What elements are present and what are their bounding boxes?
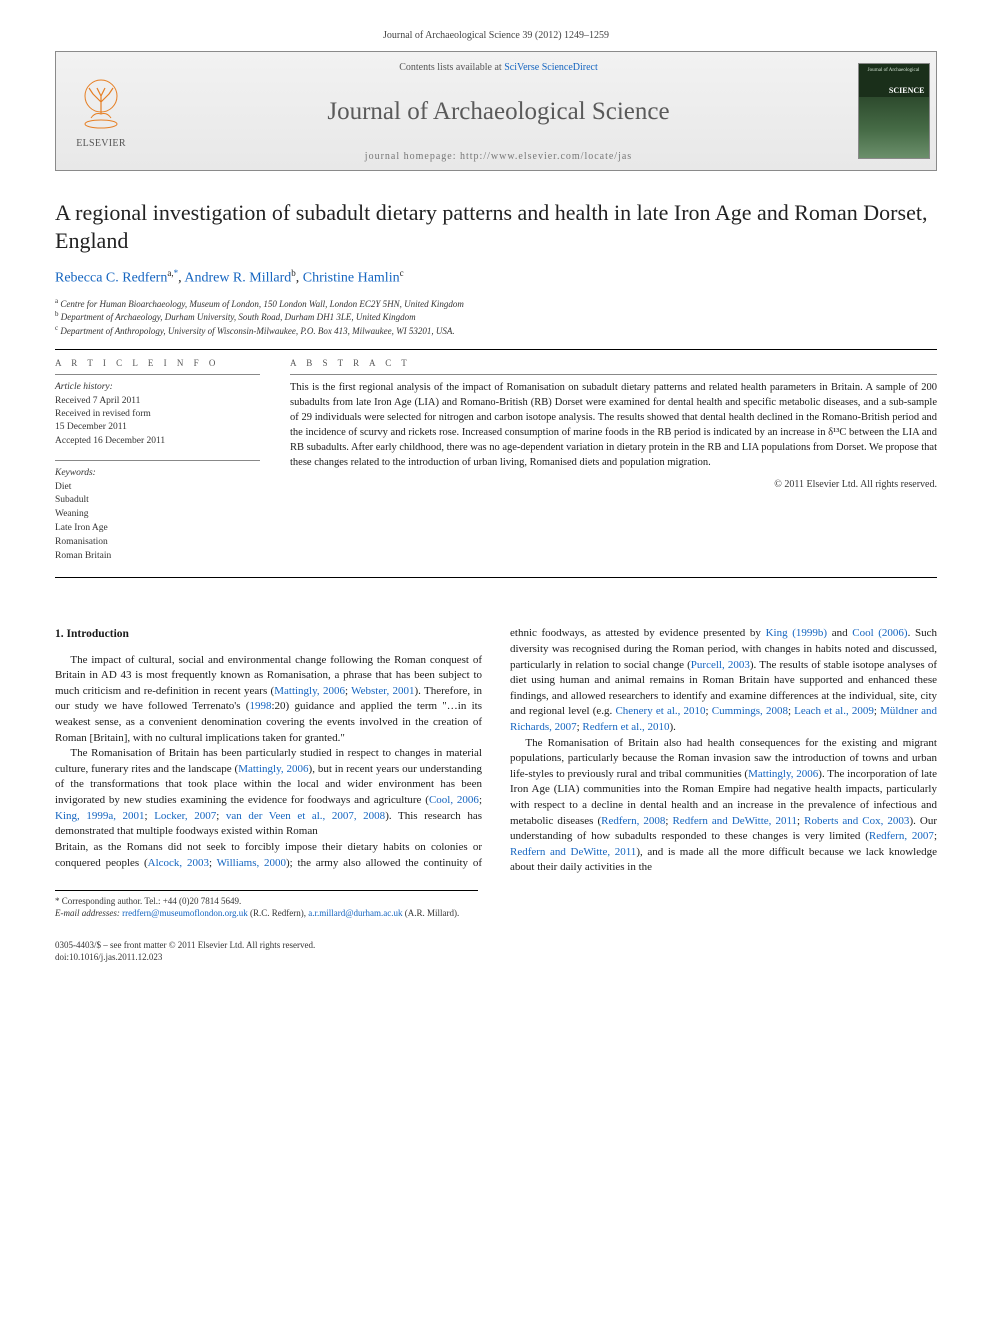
publisher-name: ELSEVIER [76, 138, 126, 149]
journal-masthead: ELSEVIER Contents lists available at Sci… [55, 51, 937, 171]
mid-rule [55, 577, 937, 578]
citation-link[interactable]: King, 1999a, 2001 [55, 810, 145, 822]
citation-link[interactable]: Leach et al., 2009 [794, 705, 874, 717]
citation-link[interactable]: Redfern, 2008 [601, 815, 665, 827]
email-who-2: (A.R. Millard). [403, 908, 460, 918]
citation-link[interactable]: Mattingly, 2006 [274, 685, 345, 697]
para2-text: ; [145, 810, 155, 822]
author-3-affil-sup: c [400, 268, 404, 278]
keywords-block: Keywords: Diet Subadult Weaning Late Iro… [55, 461, 260, 563]
journal-homepage[interactable]: journal homepage: http://www.elsevier.co… [154, 151, 843, 162]
keyword-item: Weaning [55, 508, 260, 522]
para3-text: and [827, 627, 852, 639]
affil-b: Department of Archaeology, Durham Univer… [61, 312, 416, 322]
abstract-copyright: © 2011 Elsevier Ltd. All rights reserved… [290, 479, 937, 490]
citation-link[interactable]: Redfern et al., 2010 [582, 721, 669, 733]
affil-sup-c: c [55, 324, 58, 332]
sciencedirect-link[interactable]: SciVerse ScienceDirect [504, 62, 598, 73]
citation-link[interactable]: King (1999b) [766, 627, 827, 639]
cover-word: SCIENCE [863, 86, 925, 95]
affil-sup-b: b [55, 310, 59, 318]
citation-link[interactable]: Mattingly, 2006 [748, 768, 818, 780]
author-list: Rebecca C. Redferna,*, Andrew R. Millard… [55, 268, 937, 287]
keyword-item: Romanisation [55, 536, 260, 550]
citation-link[interactable]: Purcell, 2003 [691, 659, 750, 671]
keyword-item: Roman Britain [55, 550, 260, 564]
citation-link[interactable]: Redfern and DeWitte, 2011 [510, 846, 636, 858]
citation-link[interactable]: Redfern, 2007 [869, 830, 934, 842]
history-accepted: Accepted 16 December 2011 [55, 435, 260, 448]
affiliations: a Centre for Human Bioarchaeology, Museu… [55, 297, 937, 338]
para-1: The impact of cultural, social and envir… [55, 653, 482, 747]
keyword-item: Diet [55, 481, 260, 495]
author-sep: , [296, 271, 303, 286]
running-head: Journal of Archaeological Science 39 (20… [55, 30, 937, 41]
para-2: The Romanisation of Britain has been par… [55, 746, 482, 840]
citation-link[interactable]: Williams, 2000 [217, 857, 286, 869]
corresponding-footnote: * Corresponding author. Tel.: +44 (0)20 … [55, 890, 478, 919]
email-who-1: (R.C. Redfern), [248, 908, 309, 918]
abstract-text: This is the first regional analysis of t… [290, 375, 937, 470]
affil-sup-a: a [55, 297, 58, 305]
para3-text: ). [669, 721, 675, 733]
cover-top-text: Journal of Archaeological [863, 68, 925, 74]
article-history: Article history: Received 7 April 2011 R… [55, 375, 260, 447]
keyword-item: Late Iron Age [55, 522, 260, 536]
citation-link[interactable]: Cummings, 2008 [712, 705, 788, 717]
para-4: The Romanisation of Britain also had hea… [510, 736, 937, 876]
issn-copyright: 0305-4403/$ – see front matter © 2011 El… [55, 939, 937, 951]
citation-link[interactable]: Webster, 2001 [351, 685, 414, 697]
citation-link[interactable]: Redfern and DeWitte, 2011 [672, 815, 797, 827]
citation-link[interactable]: van der Veen et al., 2007, 2008 [226, 810, 385, 822]
article-title: A regional investigation of subadult die… [55, 199, 937, 254]
keywords-head: Keywords: [55, 467, 260, 481]
citation-link[interactable]: Roberts and Cox, 2003 [804, 815, 909, 827]
article-info-label: A R T I C L E I N F O [55, 350, 260, 374]
front-matter-meta: 0305-4403/$ – see front matter © 2011 El… [55, 939, 937, 963]
history-head: Article history: [55, 381, 260, 394]
elsevier-tree-icon [71, 74, 131, 134]
journal-cover-thumbnail: Journal of Archaeological SCIENCE [858, 63, 930, 159]
publisher-block: ELSEVIER [56, 52, 146, 170]
citation-link[interactable]: 1998 [249, 700, 271, 712]
journal-title: Journal of Archaeological Science [154, 98, 843, 126]
author-1[interactable]: Rebecca C. Redfern [55, 271, 167, 286]
history-revised-1: Received in revised form [55, 408, 260, 421]
email-link-2[interactable]: a.r.millard@durham.ac.uk [308, 908, 402, 918]
keyword-item: Subadult [55, 494, 260, 508]
para2-text: ; [479, 794, 482, 806]
author-2[interactable]: Andrew R. Millard [184, 271, 291, 286]
citation-link[interactable]: Cool, 2006 [429, 794, 479, 806]
citation-link[interactable]: Cool (2006) [852, 627, 907, 639]
affil-c: Department of Anthropology, University o… [60, 326, 454, 336]
author-3[interactable]: Christine Hamlin [303, 271, 400, 286]
email-label: E-mail addresses: [55, 908, 122, 918]
para3-text: ; [209, 857, 217, 869]
contents-prefix: Contents lists available at [399, 62, 504, 73]
email-link-1[interactable]: rredfern@museumoflondon.org.uk [122, 908, 248, 918]
history-received: Received 7 April 2011 [55, 395, 260, 408]
para4-text: ; [934, 830, 937, 842]
citation-link[interactable]: Alcock, 2003 [148, 857, 209, 869]
affil-a: Centre for Human Bioarchaeology, Museum … [60, 299, 464, 309]
footnote-corr: * Corresponding author. Tel.: +44 (0)20 … [55, 895, 478, 907]
para2-text: ; [216, 810, 226, 822]
body-two-column: 1. Introduction The impact of cultural, … [55, 626, 937, 876]
cover-thumbnail-wrap: Journal of Archaeological SCIENCE [851, 52, 936, 170]
citation-link[interactable]: Chenery et al., 2010 [615, 705, 705, 717]
citation-link[interactable]: Mattingly, 2006 [238, 763, 308, 775]
contents-availability: Contents lists available at SciVerse Sci… [154, 62, 843, 73]
citation-link[interactable]: Locker, 2007 [154, 810, 216, 822]
abstract-label: A B S T R A C T [290, 350, 937, 374]
history-revised-2: 15 December 2011 [55, 421, 260, 434]
doi-line: doi:10.1016/j.jas.2011.12.023 [55, 951, 937, 963]
section-1-heading: 1. Introduction [55, 626, 482, 642]
